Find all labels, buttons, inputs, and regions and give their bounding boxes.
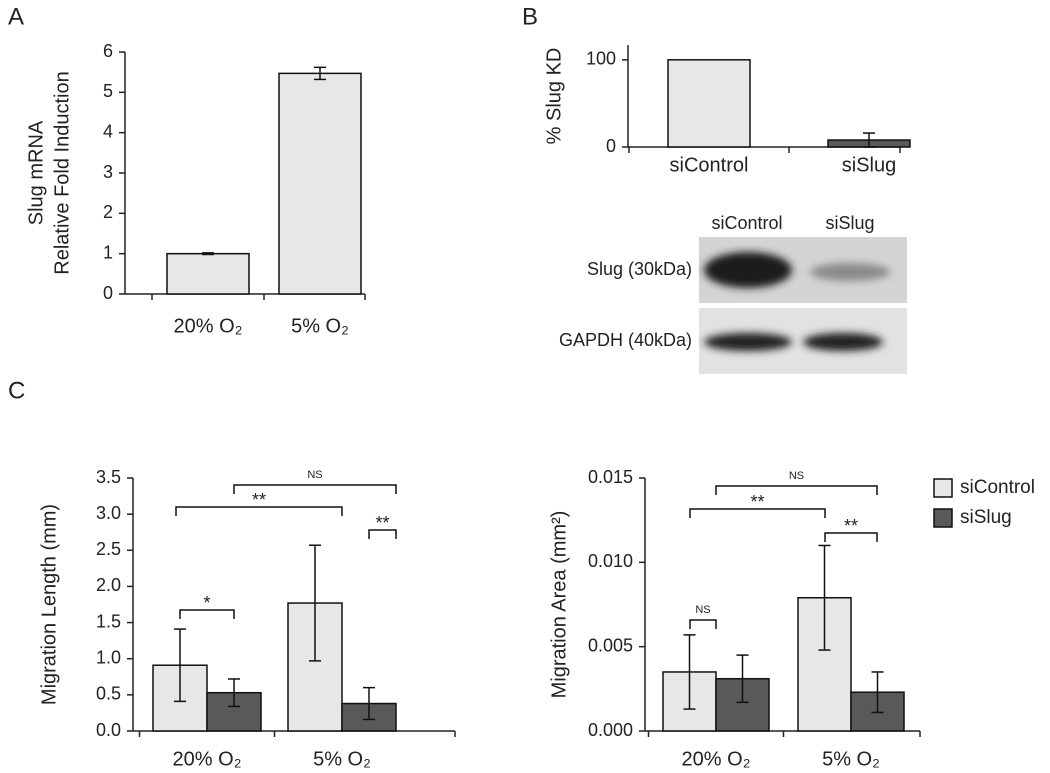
y-tick-label: 2 [103, 202, 113, 222]
x-tick-label: siControl [670, 154, 749, 176]
significance-label: NS [789, 470, 804, 482]
significance-label: ** [375, 513, 389, 533]
y-tick-label: 0.005 [588, 635, 633, 655]
significance-bracket [689, 619, 717, 629]
band [803, 333, 883, 351]
significance-bracket [175, 506, 343, 516]
y-tick-label: 1 [103, 242, 113, 262]
band [704, 333, 792, 351]
y-tick-label: 5 [103, 81, 113, 101]
significance-bracket [689, 508, 826, 518]
y-tick-label: 0.0 [96, 720, 121, 740]
y-tick-label: 1.0 [96, 647, 121, 667]
panel-label: B [522, 3, 538, 30]
y-tick-label: 0.000 [588, 720, 633, 740]
x-tick-label: siSlug [842, 154, 896, 176]
significance-label: NS [695, 604, 710, 616]
y-tick-label: 0 [606, 136, 616, 156]
y-tick-label: 3.0 [96, 503, 121, 523]
significance-label: NS [307, 469, 322, 481]
y-tick-label: 0.5 [96, 684, 121, 704]
significance-label: ** [844, 516, 858, 536]
y-tick-label: 1.5 [96, 611, 121, 631]
y-axis-label: Slug mRNA [25, 120, 47, 225]
y-axis-label: Migration Length (mm) [38, 504, 60, 705]
significance-bracket [715, 485, 878, 495]
lane-label: siControl [711, 213, 782, 233]
x-tick-label: 20% O₂ [174, 315, 243, 337]
x-tick-label: 20% O₂ [173, 748, 242, 770]
row-label: Slug (30kDa) [587, 259, 692, 279]
y-tick-label: 3 [103, 162, 113, 182]
panel-label: A [8, 3, 24, 30]
significance-bracket [824, 532, 878, 542]
y-axis-label: Relative Fold Induction [51, 71, 73, 274]
panel-label: C [8, 377, 25, 404]
significance-bracket [233, 484, 397, 494]
x-tick-label: 5% O₂ [291, 315, 349, 337]
y-tick-label: 2.0 [96, 575, 121, 595]
y-tick-label: 3.5 [96, 467, 121, 487]
x-tick-label: 5% O₂ [313, 748, 371, 770]
bar [166, 252, 250, 295]
y-tick-label: 6 [103, 41, 113, 61]
western-blot: siControl siSlug Slug (30kDa) GAPDH (40k… [559, 213, 907, 374]
significance-label: ** [750, 492, 764, 512]
legend-label: siSlug [960, 507, 1012, 528]
y-tick-label: 4 [103, 121, 113, 141]
band [810, 263, 890, 281]
x-tick-label: 5% O₂ [822, 748, 880, 770]
y-axis-label: % Slug KD [543, 48, 565, 145]
significance-label: * [203, 593, 210, 613]
lane-label: siSlug [825, 213, 874, 233]
legend-swatch [933, 478, 953, 498]
bar [667, 59, 751, 148]
legend-label: siControl [960, 477, 1035, 498]
row-label: GAPDH (40kDa) [559, 330, 692, 350]
significance-bracket [179, 609, 235, 619]
significance-bracket [368, 529, 397, 539]
y-tick-label: 0.010 [588, 551, 633, 571]
bar [278, 72, 362, 295]
y-tick-label: 0 [103, 283, 113, 303]
y-tick-label: 2.5 [96, 539, 121, 559]
y-tick-label: 100 [586, 49, 616, 69]
y-axis-label: Migration Area (mm²) [548, 511, 570, 699]
x-tick-label: 20% O₂ [682, 748, 751, 770]
legend-swatch [933, 508, 953, 528]
y-tick-label: 0.015 [588, 467, 633, 487]
band [704, 252, 792, 288]
significance-label: ** [252, 490, 266, 510]
